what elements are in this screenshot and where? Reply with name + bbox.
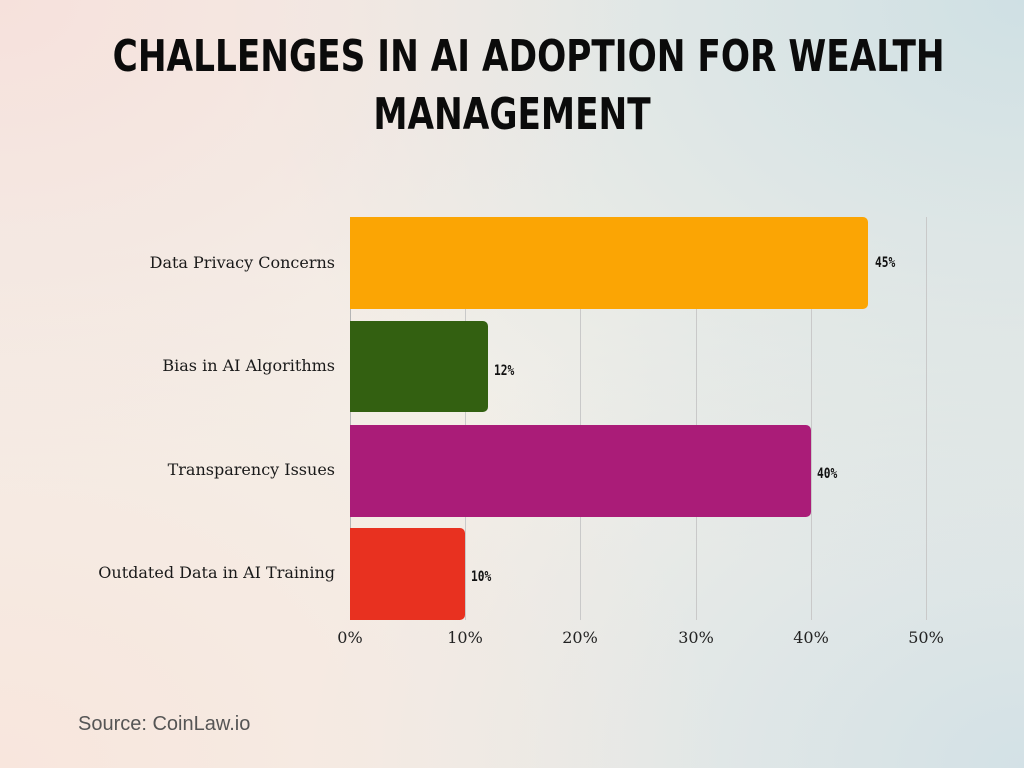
chart-title-line-2: Management <box>373 89 651 140</box>
x-tick-label: 30% <box>678 628 714 647</box>
x-tick-label: 10% <box>447 628 483 647</box>
chart-title: Challenges in AI Adoption for Wealth Man… <box>112 28 945 144</box>
gridline-30 <box>696 217 697 620</box>
category-label: Transparency Issues <box>167 460 335 479</box>
gridline-40 <box>811 217 812 620</box>
x-tick-label: 40% <box>793 628 829 647</box>
category-label: Data Privacy Concerns <box>149 253 335 272</box>
gridline-20 <box>580 217 581 620</box>
bar-data-privacy <box>350 217 868 309</box>
category-label: Bias in AI Algorithms <box>162 356 335 375</box>
gridline-10 <box>465 217 466 620</box>
y-axis-line <box>350 217 351 620</box>
chart-title-line-1: Challenges in AI Adoption for Wealth <box>112 31 945 82</box>
bar-bias <box>350 321 488 412</box>
x-tick-label: 50% <box>908 628 944 647</box>
x-tick-label: 0% <box>337 628 363 647</box>
category-label: Outdated Data in AI Training <box>98 563 335 582</box>
bar-transparency <box>350 425 811 517</box>
bar-outdated-data <box>350 528 465 620</box>
x-tick-label: 20% <box>562 628 598 647</box>
gridline-50 <box>926 217 927 620</box>
source-caption: Source: CoinLaw.io <box>78 713 251 735</box>
bar-value-label: 12% <box>494 363 515 379</box>
bar-value-label: 40% <box>817 466 838 482</box>
bar-value-label: 10% <box>471 569 492 585</box>
bar-value-label: 45% <box>875 255 896 271</box>
